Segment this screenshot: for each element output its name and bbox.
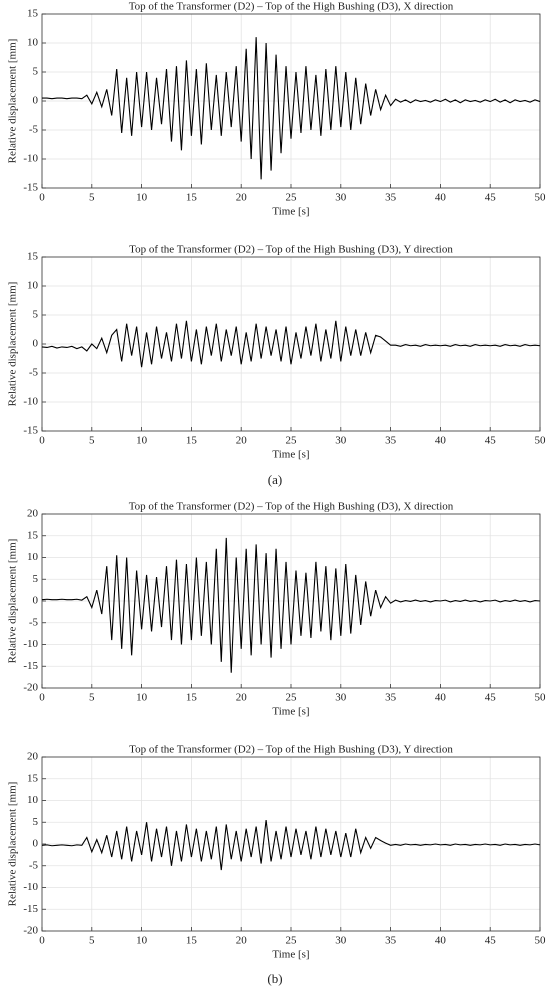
data-line — [42, 37, 541, 180]
y-tick-label: -15 — [23, 182, 38, 194]
y-tick-label: 5 — [33, 66, 39, 78]
y-tick-label: -5 — [29, 859, 39, 871]
y-tick-label: 10 — [27, 794, 39, 806]
x-tick-label: 30 — [335, 435, 347, 447]
x-tick-label: 25 — [286, 692, 298, 704]
chart-title: Top of the Transformer (D2) – Top of the… — [129, 744, 453, 756]
x-tick-label: 20 — [236, 435, 248, 447]
x-tick-label: 10 — [136, 192, 148, 204]
x-tick-label: 40 — [435, 435, 447, 447]
x-tick-label: 15 — [186, 192, 198, 204]
y-tick-label: 0 — [33, 595, 39, 607]
x-tick-label: 15 — [186, 435, 198, 447]
y-tick-label: -15 — [23, 903, 38, 915]
y-tick-label: 5 — [33, 309, 39, 321]
y-tick-label: 0 — [33, 838, 39, 850]
y-tick-label: -10 — [23, 638, 38, 650]
x-tick-label: 20 — [236, 692, 248, 704]
data-line — [41, 537, 541, 673]
x-tick-label: 50 — [535, 435, 547, 447]
y-tick-label: 5 — [33, 816, 39, 828]
x-tick-label: 50 — [535, 192, 547, 204]
y-axis-label: Relative displacement [mm] — [7, 539, 19, 664]
x-tick-label: 25 — [286, 935, 298, 947]
x-tick-label: 40 — [435, 692, 447, 704]
chart-title: Top of the Transformer (D2) – Top of the… — [129, 244, 453, 256]
x-tick-label: 20 — [236, 192, 248, 204]
y-tick-label: 20 — [27, 751, 39, 763]
y-tick-label: 15 — [27, 529, 39, 541]
x-tick-label: 5 — [89, 192, 95, 204]
y-tick-label: -10 — [23, 881, 38, 893]
x-tick-label: 35 — [385, 692, 397, 704]
x-tick-label: 25 — [286, 192, 298, 204]
y-tick-label: 5 — [33, 573, 39, 585]
y-tick-label: 15 — [27, 772, 39, 784]
x-tick-label: 5 — [89, 435, 95, 447]
y-tick-label: 20 — [27, 508, 39, 520]
x-axis-label: Time [s] — [272, 206, 309, 218]
x-tick-label: 10 — [136, 435, 148, 447]
x-tick-label: 0 — [39, 435, 45, 447]
y-tick-label: -5 — [29, 616, 39, 628]
y-tick-label: -15 — [23, 660, 38, 672]
y-tick-label: 10 — [27, 280, 39, 292]
x-tick-label: 25 — [286, 435, 298, 447]
y-tick-label: 15 — [27, 251, 39, 263]
x-axis-label: Time [s] — [272, 449, 309, 461]
x-tick-label: 5 — [89, 692, 95, 704]
x-tick-label: 40 — [435, 935, 447, 947]
x-tick-label: 35 — [385, 935, 397, 947]
x-tick-label: 30 — [335, 692, 347, 704]
chart-title: Top of the Transformer (D2) – Top of the… — [129, 501, 454, 513]
x-tick-label: 0 — [39, 192, 45, 204]
panel-label: (a) — [268, 472, 282, 487]
x-tick-label: 45 — [485, 192, 497, 204]
x-tick-label: 40 — [435, 192, 447, 204]
y-axis-label: Relative displacement [mm] — [7, 782, 19, 907]
x-tick-label: 35 — [385, 192, 397, 204]
x-tick-label: 50 — [535, 935, 547, 947]
x-tick-label: 50 — [535, 692, 547, 704]
y-axis-label: Relative displacement [mm] — [7, 39, 19, 164]
y-tick-label: 10 — [27, 551, 39, 563]
x-tick-label: 10 — [136, 692, 148, 704]
x-axis-label: Time [s] — [272, 949, 309, 961]
x-tick-label: 0 — [39, 692, 45, 704]
plot-frame — [41, 756, 541, 932]
panel-label: (b) — [267, 971, 282, 986]
x-tick-label: 30 — [335, 192, 347, 204]
x-tick-label: 35 — [385, 435, 397, 447]
y-axis-label: Relative displacement [mm] — [7, 282, 19, 407]
y-tick-label: -10 — [23, 396, 38, 408]
x-tick-label: 45 — [485, 435, 497, 447]
x-tick-label: 45 — [485, 692, 497, 704]
data-line — [41, 320, 541, 368]
y-tick-label: -10 — [23, 153, 38, 165]
x-tick-label: 45 — [485, 935, 497, 947]
x-tick-label: 10 — [136, 935, 148, 947]
y-tick-label: 0 — [33, 338, 39, 350]
x-tick-label: 15 — [186, 692, 198, 704]
x-axis-label: Time [s] — [272, 706, 309, 718]
x-tick-label: 0 — [39, 935, 45, 947]
x-tick-label: 20 — [236, 935, 248, 947]
y-tick-label: -15 — [23, 425, 38, 437]
y-tick-label: -20 — [23, 682, 38, 694]
plot-frame — [41, 256, 541, 432]
x-tick-label: 30 — [335, 935, 347, 947]
x-tick-label: 5 — [89, 935, 95, 947]
y-tick-label: 0 — [33, 95, 39, 107]
y-tick-label: -5 — [29, 124, 39, 136]
data-line — [41, 820, 541, 871]
chart-title: Top of the Transformer (D2) – Top of the… — [129, 1, 454, 13]
y-tick-label: -5 — [29, 367, 39, 379]
y-tick-label: -20 — [23, 925, 38, 937]
y-tick-label: 15 — [27, 8, 39, 20]
x-tick-label: 15 — [186, 935, 198, 947]
y-tick-label: 10 — [27, 37, 39, 49]
